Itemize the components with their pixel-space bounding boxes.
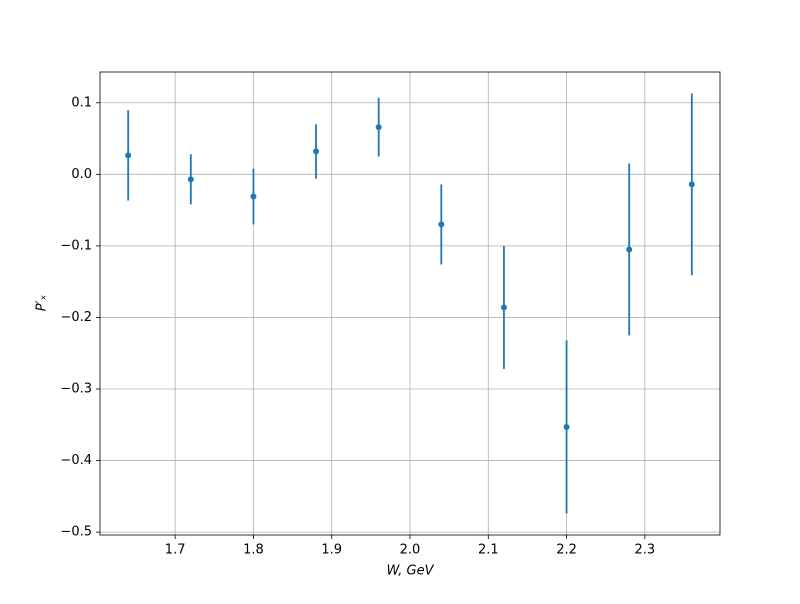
data-point — [250, 193, 257, 200]
y-axis-label: P′ₓ — [35, 294, 50, 311]
y-tick-label: −0.3 — [60, 382, 92, 397]
data-point — [438, 221, 445, 228]
x-tick-label: 2.3 — [635, 543, 656, 558]
x-tick-label: 1.7 — [165, 543, 186, 558]
x-tick-label: 2.1 — [478, 543, 499, 558]
data-point — [313, 148, 320, 155]
x-tick-label: 2.2 — [556, 543, 577, 558]
x-axis-label: W, GeV — [386, 564, 434, 579]
data-point — [375, 124, 382, 131]
data-point — [626, 246, 633, 253]
data-point — [125, 152, 132, 159]
data-point — [187, 176, 194, 183]
x-tick-label: 1.8 — [243, 543, 264, 558]
x-tick-label: 2.0 — [400, 543, 421, 558]
y-tick-label: −0.5 — [60, 525, 92, 540]
data-point — [500, 304, 507, 311]
data-point — [688, 181, 695, 188]
x-tick-label: 1.9 — [321, 543, 342, 558]
y-tick-label: −0.1 — [60, 238, 92, 253]
data-point — [563, 423, 570, 430]
y-tick-label: −0.2 — [60, 310, 92, 325]
plot-frame — [99, 71, 721, 536]
y-tick-label: −0.4 — [60, 453, 92, 468]
y-tick-label: 0.1 — [71, 95, 92, 110]
y-tick-label: 0.0 — [71, 167, 92, 182]
